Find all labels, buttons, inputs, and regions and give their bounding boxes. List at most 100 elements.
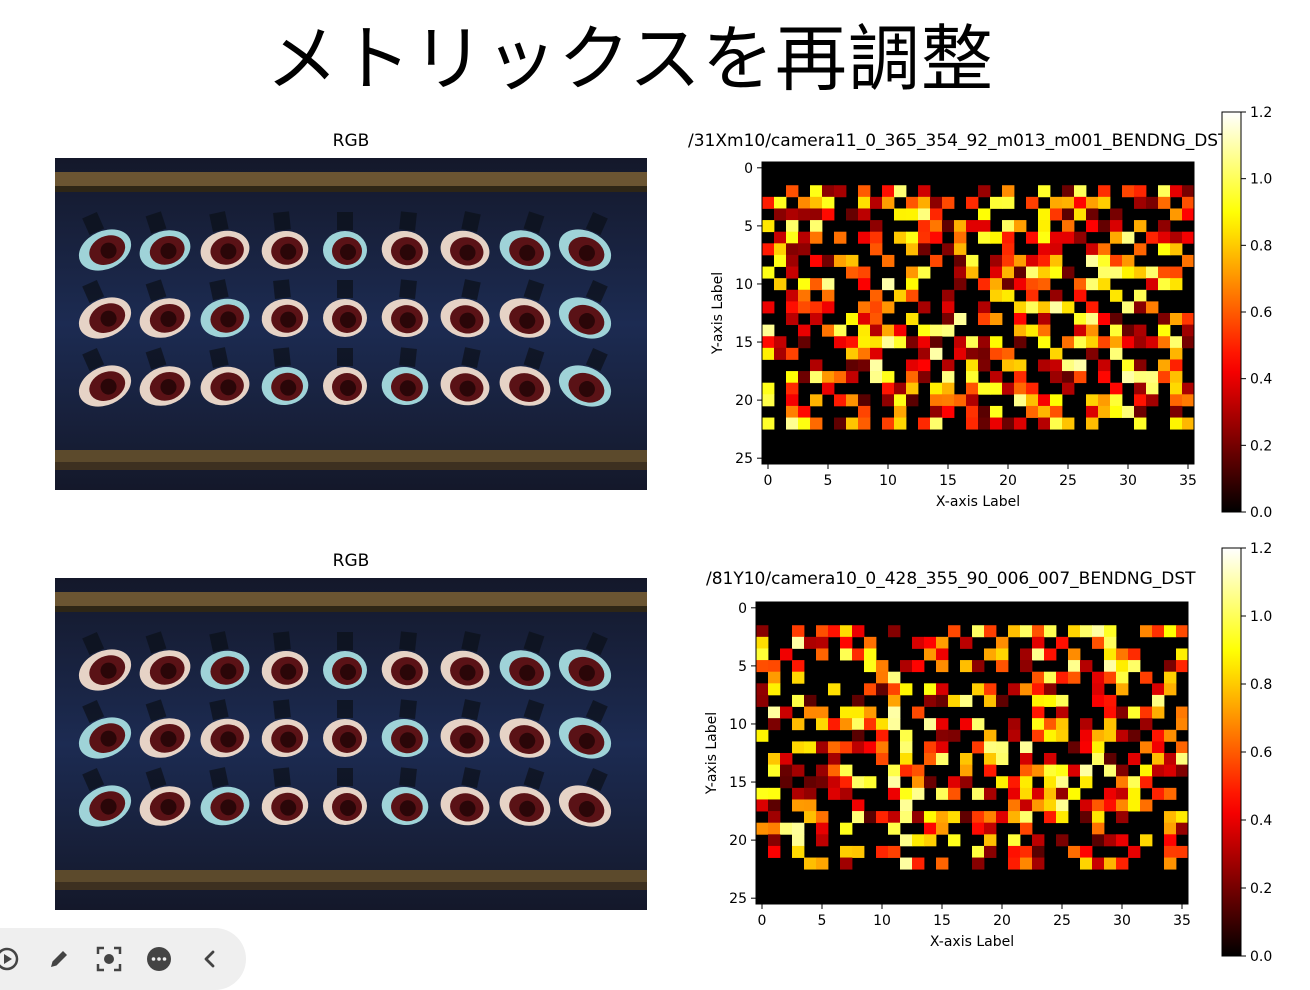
heatmap-cell [1128,753,1141,766]
heatmap-cell [1128,845,1141,858]
heatmap-cell [1044,648,1057,661]
heatmap-cell [990,278,1003,291]
heatmap-cell [1104,857,1117,870]
collapse-button[interactable] [193,942,227,976]
heatmap-cell [762,324,775,337]
focus-button[interactable] [92,942,126,976]
heatmap-cell [918,208,931,221]
heatmap-cell [1116,648,1129,661]
heatmap-cell [1068,648,1081,661]
heatmap-cell [888,683,901,696]
heatmap-cell [864,776,877,789]
heatmap-cell [900,834,913,847]
heatmap-cell [1008,625,1021,638]
heatmap-cell [1182,185,1195,198]
heatmap-cell [1164,660,1177,673]
heatmap-cell [846,394,859,407]
heatmap-cell [1050,394,1063,407]
heatmap-cell [1176,811,1189,824]
heatmap-cell [876,845,889,858]
heatmap-cell [762,266,775,279]
heatmap-cell [1080,718,1093,731]
heatmap-cell [978,359,991,372]
heatmap-cell [774,336,787,349]
heatmap-cell [1164,764,1177,777]
heatmap-cell [936,660,949,673]
heatmap-cell [1176,764,1189,777]
heatmap-cell [912,706,925,719]
heatmap-cell [816,741,829,754]
heatmap-cell [936,683,949,696]
heatmap-cell [1032,787,1045,800]
heatmap-cell [906,336,919,349]
pen-button[interactable] [42,942,76,976]
chevron-left-icon [204,950,215,968]
heatmap-cell [936,787,949,800]
heatmap-cell [1086,196,1099,209]
heatmap-cell [852,694,865,707]
heatmap-cell [978,336,991,349]
heatmap-cell [798,278,811,291]
colorbar-top: 0.0 0.2 0.4 0.6 0.8 1.0 1.2 [1221,105,1272,521]
heatmap-cell [870,301,883,314]
heatmap-cell [762,220,775,233]
heatmap-cell [1116,799,1129,812]
heatmap-cell [936,811,949,824]
heatmap-cell [792,764,805,777]
play-button[interactable] [0,942,24,976]
heatmap-cell [894,289,907,302]
heatmap-cell [768,834,781,847]
heatmap-cell [846,266,859,279]
heatmap-cell [1134,301,1147,314]
heatmap-cell [1122,231,1135,244]
heatmap-cell [774,231,787,244]
colorbar-tick-label: 1.0 [1250,609,1272,625]
heatmap-cell [1044,764,1057,777]
heatmap-cell [852,729,865,742]
heatmap-cell [894,394,907,407]
heatmap-cell [816,648,829,661]
heatmap-cell [840,718,853,731]
heatmap-cell [762,301,775,314]
more-button[interactable] [142,942,176,976]
heatmap-cell [906,382,919,395]
heatmap-cell [900,660,913,673]
heatmap-cell [870,196,883,209]
heatmap-cell [852,741,865,754]
heatmap-cell [1002,382,1015,395]
heatmap-cell [858,336,871,349]
heatmap-cell [1146,336,1159,349]
heatmap-cell [978,231,991,244]
heatmap-cell [1002,278,1015,291]
x-tick-label: 25 [1059,473,1077,489]
heatmap-cell [1158,336,1171,349]
heatmap-cell [912,787,925,800]
heatmap-cell [882,371,895,384]
heatmap-cell [1110,220,1123,233]
heatmap-cell [1014,371,1027,384]
heatmap-cell [1044,729,1057,742]
heatmap-cell [918,266,931,279]
heatmap-cell [822,382,835,395]
heatmap-cell [786,231,799,244]
heatmap-cell [1122,254,1135,267]
heatmap-cell [1020,648,1033,661]
heatmap-cell [810,371,823,384]
heatmap-cell [930,417,943,430]
heatmap-cell [756,636,769,649]
heatmap-cell [816,857,829,870]
heatmap-cell [834,254,847,267]
heatmap-cell [1134,359,1147,372]
heatmap-cell [1158,185,1171,198]
heatmap-cell [906,359,919,372]
heatmap-cell [1110,394,1123,407]
heatmap-cell [858,301,871,314]
heatmap-cell [1122,336,1135,349]
heatmap-cell [768,753,781,766]
y-tick-label: 5 [738,659,747,675]
heatmap-cell [912,834,925,847]
heatmap-cell [918,371,931,384]
heatmap-cell [1170,359,1183,372]
heatmap-cell [960,694,973,707]
heatmap-cell [1080,660,1093,673]
